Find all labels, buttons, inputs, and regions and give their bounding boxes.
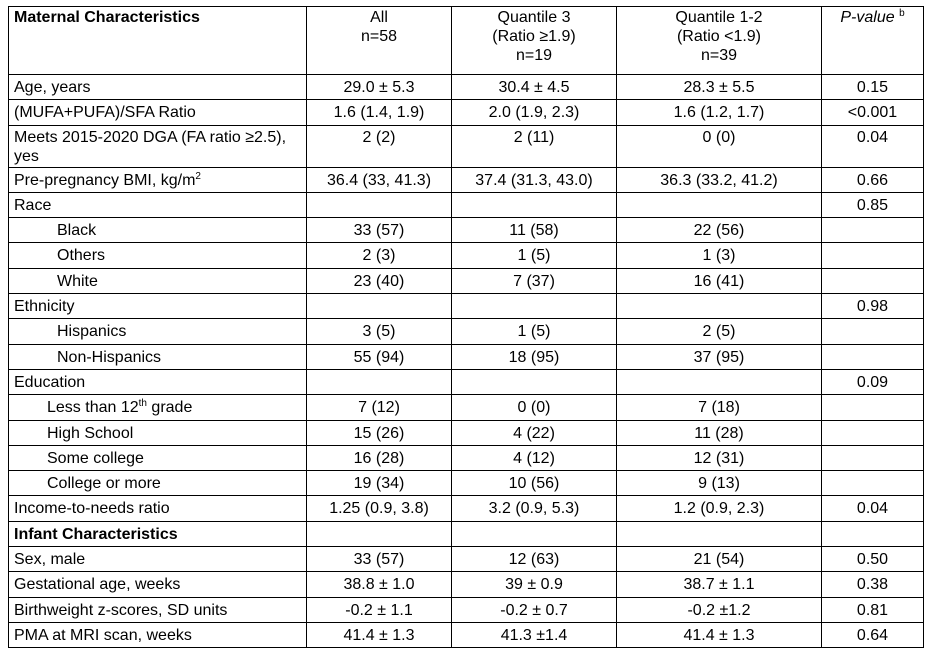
all-column-header: All n=58 [306,6,452,75]
table-row: College or more 19 (34) 10 (56) 9 (13) [8,470,924,497]
table-row: Non-Hispanics 55 (94) 18 (95) 37 (95) [8,343,924,370]
table-row: Age, years 29.0 ± 5.3 30.4 ± 4.5 28.3 ± … [8,73,924,101]
pvalue-column-header: P-value b [821,6,924,75]
table-row: (MUFA+PUFA)/SFA Ratio 1.6 (1.4, 1.9) 2.0… [8,99,924,126]
quantile3-column-header: Quantile 3 (Ratio ≥1.9) n=19 [451,6,617,75]
table-row: Less than 12th grade 7 (12) 0 (0) 7 (18) [8,394,924,421]
characteristics-table: Maternal Characteristics All n=58 Quantil… [8,6,924,649]
table-row: Sex, male 33 (57) 12 (63) 21 (54) 0.50 [8,546,924,573]
infant-header: Infant Characteristics [8,520,307,548]
table-row: Education 0.09 [8,368,924,396]
table-row: Meets 2015-2020 DGA (FA ratio ≥2.5), yes… [8,124,924,168]
table-row: Birthweight z-scores, SD units -0.2 ± 1.… [8,596,924,623]
table-row: Income-to-needs ratio 1.25 (0.9, 3.8) 3.… [8,495,924,522]
maternal-header: Maternal Characteristics [8,6,307,75]
table-row: White 23 (40) 7 (37) 16 (41) [8,267,924,295]
table-row: Infant Characteristics [8,520,924,548]
table-row: PMA at MRI scan, weeks 41.4 ± 1.3 41.3 ±… [8,621,924,649]
table-row: Gestational age, weeks 38.8 ± 1.0 39 ± 0… [8,571,924,598]
table-row: High School 15 (26) 4 (22) 11 (28) [8,419,924,446]
table-row: Others 2 (3) 1 (5) 1 (3) [8,242,924,269]
quantile12-column-header: Quantile 1-2 (Ratio <1.9) n=39 [616,6,822,75]
table-row: Race 0.85 [8,191,924,219]
table-row: Black 33 (57) 11 (58) 22 (56) [8,217,924,244]
table-row: Some college 16 (28) 4 (12) 12 (31) [8,444,924,472]
table-row: Hispanics 3 (5) 1 (5) 2 (5) [8,318,924,345]
table-row: Pre-pregnancy BMI, kg/m2 36.4 (33, 41.3)… [8,166,924,193]
table-row: Ethnicity 0.98 [8,293,924,320]
header-row: Maternal Characteristics All n=58 Quantil… [8,6,924,75]
